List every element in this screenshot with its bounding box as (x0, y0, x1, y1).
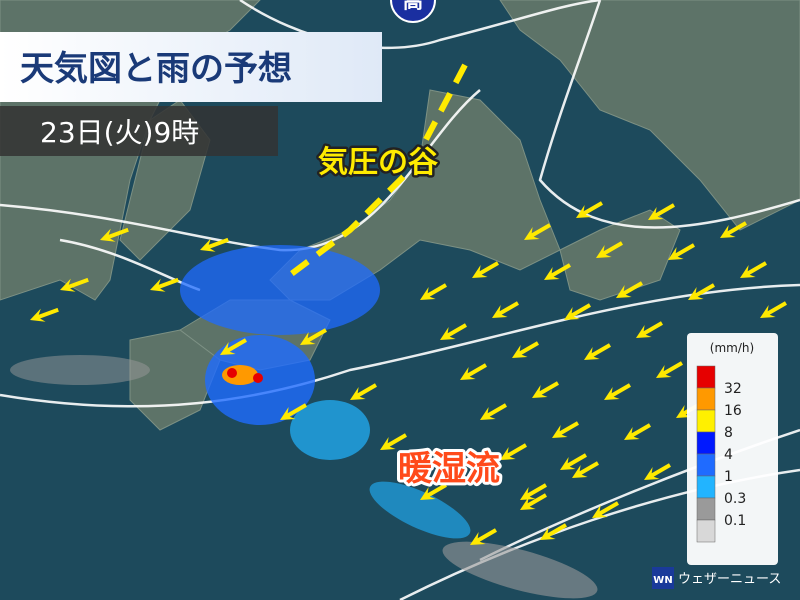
wind-arrow (576, 201, 603, 218)
legend-unit: (mm/h) (710, 341, 754, 355)
title-box (0, 32, 382, 102)
wind-arrow (420, 283, 447, 300)
wind-arrow (480, 403, 507, 420)
wind-arrow (150, 277, 179, 292)
legend-label: 1 (724, 469, 733, 485)
wind-arrow (740, 261, 767, 278)
wind-arrow (492, 301, 519, 318)
warm-flow-label: 暖湿流 (398, 449, 500, 489)
wind-arrow (644, 463, 671, 480)
legend: 32 16 8 4 1 0.3 0.1 (696, 365, 746, 543)
wind-arrow (560, 453, 587, 470)
wind-arrow (460, 363, 487, 380)
wind-arrow (624, 423, 651, 440)
legend-label: 8 (724, 425, 733, 441)
wind-arrow (500, 443, 527, 460)
time-box (0, 106, 278, 156)
legend-swatch (696, 409, 716, 433)
wind-arrow (544, 263, 571, 280)
wind-arrow (688, 283, 715, 300)
rain-area (10, 245, 598, 599)
wind-arrow (668, 243, 695, 260)
legend-label: 4 (724, 447, 733, 463)
high-marker (390, 0, 436, 23)
wind-arrow (472, 261, 499, 278)
legend-swatch (696, 519, 716, 543)
wind-arrow (280, 403, 307, 420)
legend-label: 0.3 (724, 491, 746, 507)
wind-arrow (440, 323, 467, 340)
brand-logo: WN (653, 575, 672, 586)
wind-arrow (596, 241, 623, 258)
wind-arrow (420, 483, 447, 500)
wind-arrow (512, 341, 539, 358)
wind-arrow (532, 381, 559, 398)
wind-arrow (30, 307, 59, 322)
wind-arrow (656, 361, 683, 378)
wind-arrow (648, 203, 675, 220)
wind-arrow (200, 237, 229, 252)
brand-logo-box (652, 567, 674, 589)
time: 23日(火)9時 (40, 116, 199, 149)
legend-swatch (696, 453, 716, 477)
wind-arrow (540, 523, 567, 540)
wind-arrow (350, 383, 377, 400)
trough-label: 気圧の谷 (318, 145, 438, 180)
wind-arrow (564, 303, 591, 320)
wind-arrow (616, 281, 643, 298)
legend-label: 32 (724, 381, 742, 397)
wind-arrow (552, 421, 579, 438)
title: 天気図と雨の予想 (20, 49, 292, 89)
legend-swatch (696, 387, 716, 411)
wind-arrow (520, 493, 547, 510)
legend-swatch (696, 475, 716, 499)
wind-arrow (520, 483, 547, 500)
legend-swatch (696, 497, 716, 521)
wind-arrow (592, 501, 619, 518)
brand-name: ウェザーニュース (678, 572, 781, 587)
wind-arrow (380, 433, 407, 450)
trough-line (288, 63, 468, 278)
wind-arrow (636, 321, 663, 338)
wind-arrow (584, 343, 611, 360)
legend-label: 0.1 (724, 513, 746, 529)
wind-arrow (524, 223, 551, 240)
legend-swatch (696, 365, 716, 389)
wind-arrow (60, 277, 89, 292)
wind-arrow (604, 383, 631, 400)
wind-arrow (220, 338, 247, 355)
wind-arrow (720, 221, 747, 238)
wind-arrow (760, 301, 787, 318)
wind-arrow (470, 528, 497, 545)
wind-arrow (572, 461, 599, 478)
legend-swatch (696, 431, 716, 455)
high-label: 高 (403, 0, 423, 13)
wind-arrows (30, 201, 787, 545)
legend-label: 16 (724, 403, 742, 419)
wind-arrow (100, 227, 129, 242)
wind-arrow (300, 328, 327, 345)
